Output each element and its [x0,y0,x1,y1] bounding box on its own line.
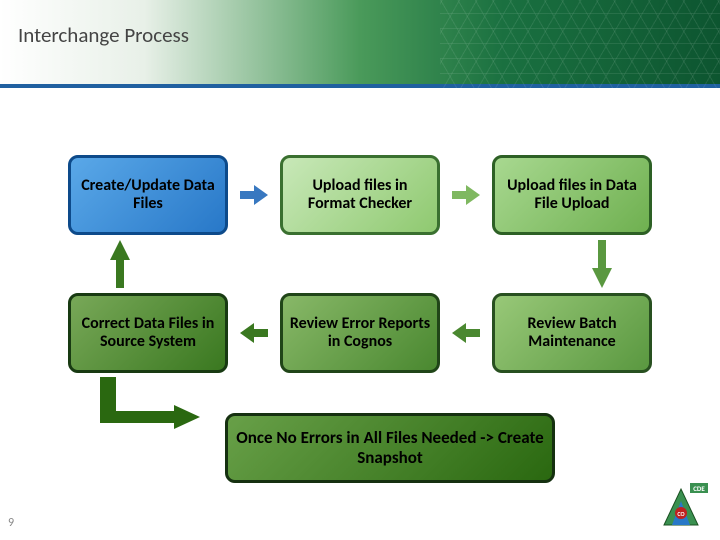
node-data-file-upload: Upload files in Data File Upload [492,155,652,235]
svg-text:CDE: CDE [693,484,705,493]
slide-header: Interchange Process [0,0,720,88]
flow-row-bottom: Correct Data Files in Source System Revi… [40,293,680,373]
flow-row-top: Create/Update Data Files Upload files in… [40,155,680,235]
arrow-right-icon [238,182,270,208]
node-create-update: Create/Update Data Files [68,155,228,235]
node-format-checker: Upload files in Format Checker [280,155,440,235]
arrow-right-icon [450,182,482,208]
header-pattern [440,0,720,88]
node-create-snapshot: Once No Errors in All Files Needed -> Cr… [225,413,555,483]
arrow-up-icon [109,240,131,293]
flowchart: Create/Update Data Files Upload files in… [40,155,680,483]
node-correct-data: Correct Data Files in Source System [68,293,228,373]
page-number: 9 [8,516,14,530]
arrow-left-icon [238,320,270,346]
cde-logo: CO CDE [652,479,710,532]
svg-text:CO: CO [677,510,684,518]
arrow-left-icon [450,320,482,346]
node-review-cognos: Review Error Reports in Cognos [280,293,440,373]
arrow-elbow-down-icon [70,377,200,442]
slide-title: Interchange Process [18,22,189,48]
arrow-down-icon [591,240,613,293]
node-review-batch: Review Batch Maintenance [492,293,652,373]
